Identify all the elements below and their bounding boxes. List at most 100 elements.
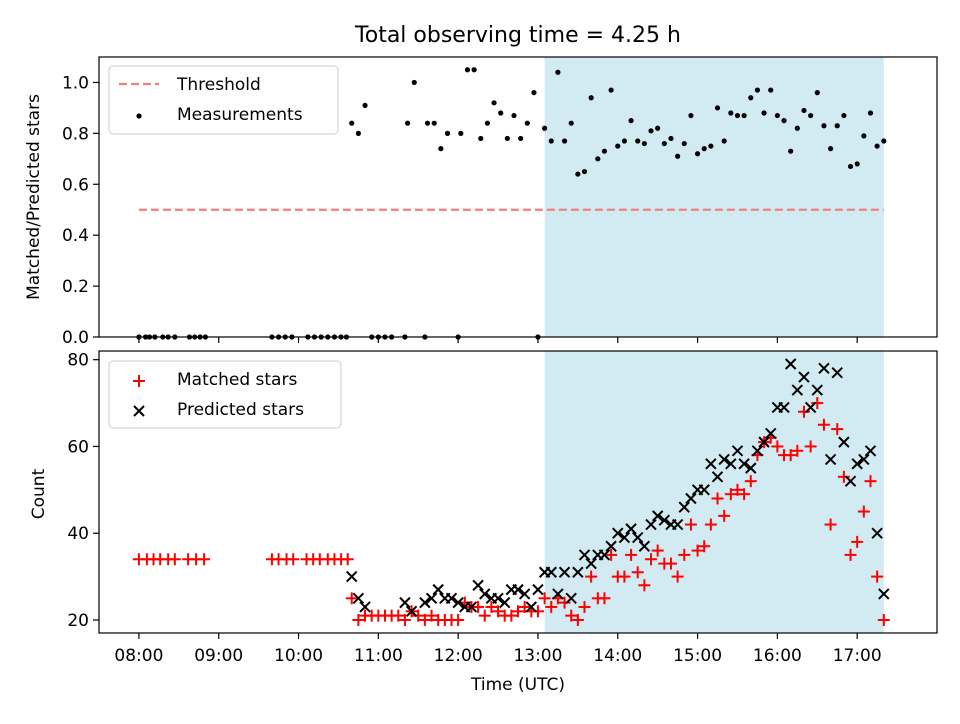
matched-star-point bbox=[452, 613, 465, 626]
top-ytick-label: 0.2 bbox=[62, 277, 89, 297]
predicted-star-point bbox=[811, 384, 823, 396]
measurement-point bbox=[555, 69, 561, 75]
measurement-point bbox=[444, 130, 451, 136]
matched-star-point bbox=[731, 483, 744, 496]
predicted-star-point bbox=[352, 592, 365, 604]
measurement-point bbox=[808, 112, 814, 119]
measurements-series bbox=[136, 67, 887, 340]
predicted-star-point bbox=[425, 592, 438, 604]
predicted-star-point bbox=[645, 518, 657, 531]
matched-star-point bbox=[871, 570, 884, 583]
predicted-star-point bbox=[818, 362, 830, 375]
matched-star-point bbox=[425, 609, 438, 622]
matched-star-point bbox=[877, 613, 890, 626]
measurement-point bbox=[531, 90, 537, 96]
measurement-point bbox=[581, 168, 588, 175]
top-x-axis-ticks bbox=[138, 337, 858, 343]
top-axes-frame bbox=[98, 56, 938, 338]
measurement-point bbox=[781, 118, 787, 124]
top-ytick-label: 0.6 bbox=[62, 175, 89, 195]
measurement-point bbox=[814, 90, 820, 96]
top-legend: Threshold Measurements bbox=[108, 65, 339, 135]
x-axis-label: Time (UTC) bbox=[470, 675, 565, 695]
measurements-legend-swatch bbox=[136, 113, 142, 119]
matched-star-point bbox=[851, 535, 864, 548]
matched-star-point bbox=[472, 600, 485, 613]
measurement-point bbox=[648, 128, 654, 134]
matched-star-point bbox=[724, 488, 737, 501]
predicted-star-point bbox=[658, 514, 671, 526]
matched-star-point bbox=[345, 592, 358, 605]
measurement-point bbox=[548, 138, 554, 144]
xtick-label: 13:00 bbox=[513, 646, 562, 666]
measurement-point bbox=[424, 120, 431, 126]
predicted-star-point bbox=[578, 549, 591, 561]
predicted-star-point bbox=[492, 592, 504, 604]
measurement-point bbox=[438, 146, 444, 152]
predicted-star-point bbox=[758, 436, 770, 448]
matched-star-point bbox=[817, 418, 830, 431]
xtick-label: 12:00 bbox=[434, 646, 483, 666]
matched-star-point bbox=[392, 609, 405, 622]
top-shaded-region bbox=[544, 57, 884, 337]
measurement-point bbox=[694, 151, 701, 157]
predicted-star-point bbox=[498, 596, 511, 609]
measurement-point bbox=[794, 125, 800, 131]
predicted-legend-label: Predicted stars bbox=[177, 400, 304, 420]
measurement-point bbox=[471, 67, 477, 73]
predicted-star-point bbox=[838, 436, 850, 448]
measurement-point bbox=[411, 79, 417, 86]
matched-star-point bbox=[598, 592, 611, 605]
matched-star-point bbox=[804, 440, 817, 453]
bottom-ytick-label: 20 bbox=[67, 611, 89, 631]
predicted-star-point bbox=[532, 583, 544, 596]
matched-star-point bbox=[864, 475, 877, 488]
bottom-ytick-label: 40 bbox=[67, 524, 89, 544]
measurement-point bbox=[464, 67, 471, 73]
measurement-point bbox=[349, 120, 355, 126]
measurement-point bbox=[635, 138, 641, 144]
matched-star-point bbox=[784, 449, 797, 462]
measurement-point bbox=[498, 110, 504, 116]
predicted-star-point bbox=[518, 588, 531, 600]
matched-star-point bbox=[512, 605, 524, 618]
predicted-star-point bbox=[745, 462, 757, 474]
measurement-point bbox=[478, 135, 484, 142]
top-y-axis-label: Matched/Predicted stars bbox=[24, 94, 44, 300]
xtick-label: 08:00 bbox=[114, 646, 163, 666]
xtick-label: 16:00 bbox=[753, 646, 802, 666]
matched-star-point bbox=[738, 488, 751, 501]
measurement-point bbox=[542, 125, 548, 131]
matched-star-point bbox=[711, 492, 724, 505]
matched-star-point bbox=[678, 548, 691, 561]
measurement-point bbox=[568, 120, 574, 126]
predicted-star-point bbox=[751, 445, 764, 457]
matched-star-point bbox=[684, 518, 697, 531]
measurement-point bbox=[641, 140, 647, 147]
predicted-star-point bbox=[844, 475, 857, 487]
matched-star-point bbox=[691, 544, 704, 557]
measurement-point bbox=[801, 107, 807, 114]
matched-star-point bbox=[418, 613, 431, 626]
measurement-point bbox=[768, 87, 774, 93]
predicted-star-point bbox=[565, 592, 577, 604]
matched-star-point bbox=[412, 609, 425, 622]
matched-star-point bbox=[352, 613, 365, 626]
predicted-star-point bbox=[791, 384, 804, 396]
matched-star-point bbox=[485, 600, 498, 613]
predicted-star-point bbox=[452, 596, 464, 609]
measurement-point bbox=[841, 112, 847, 119]
predicted-star-point bbox=[711, 471, 724, 483]
predicted-star-point bbox=[465, 601, 478, 613]
top-legend-box bbox=[108, 65, 339, 135]
matched-star-point bbox=[744, 475, 757, 488]
predicted-star-point bbox=[798, 371, 810, 383]
predicted-star-point bbox=[479, 588, 491, 600]
ratio-panel: 0.0 0.2 0.4 0.6 0.8 1.0 Threshold Measurement… bbox=[62, 56, 938, 348]
measurement-point bbox=[728, 110, 734, 116]
predicted-star-point bbox=[612, 527, 624, 539]
matched-star-point bbox=[518, 600, 531, 613]
bottom-legend: Matched stars Predicted stars bbox=[108, 360, 342, 429]
matched-star-point bbox=[618, 570, 631, 583]
predicted-star-point bbox=[405, 605, 418, 618]
